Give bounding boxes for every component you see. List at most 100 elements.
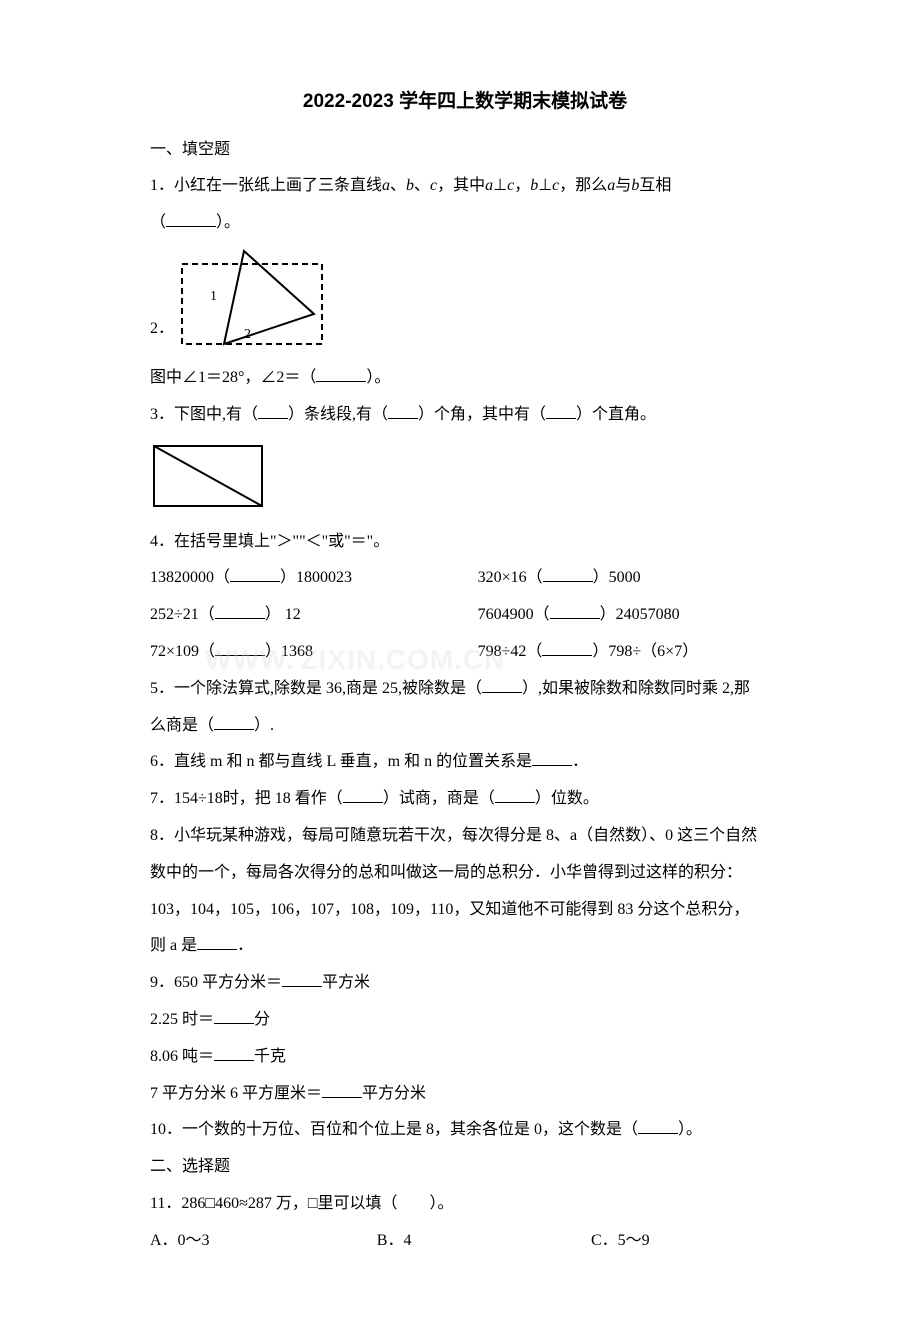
q7-blank1 [343, 786, 383, 803]
q2-blank [316, 365, 366, 382]
q5-a: 5．一个除法算式,除数是 36,商是 25,被除数是（ [150, 680, 482, 697]
q3-blank3 [546, 402, 576, 419]
q9-blank4 [322, 1081, 362, 1098]
q3-line: 3．下图中,有（）条线段,有（）个角，其中有（）个直角。 [150, 397, 780, 434]
q5-c: 么商是（ [150, 717, 214, 734]
q1-blank [166, 210, 216, 227]
q9-l4: 7 平方分米 6 平方厘米＝ 平方分米 [150, 1076, 780, 1113]
q1-var-a: a [382, 177, 390, 194]
q6-b: ． [572, 753, 588, 770]
q2-figure: 1 2 [174, 246, 334, 356]
q7-d: ）位数。 [535, 790, 599, 807]
q4-r1r-b: ）5000 [593, 569, 641, 586]
q4-r2r-b: ）24057080 [600, 606, 680, 623]
q2-cap-a: 图中∠1＝28°，∠2＝（ [150, 369, 316, 386]
q1-perp1: ⊥ [493, 177, 507, 194]
q8-l4: 则 a 是 ． [150, 928, 780, 965]
q8-l1: 8．小华玩某种游戏，每局可随意玩若干次，每次得分是 8、a（自然数）、0 这三个… [150, 818, 780, 855]
q8-l3: 103，104，105，106，107，108，109，110，又知道他不可能得… [150, 892, 780, 929]
q8-l4b: ． [237, 937, 253, 954]
q9-l3a: 8.06 吨＝ [150, 1048, 214, 1065]
q9-blank2 [214, 1007, 254, 1024]
q6-line: 6．直线 m 和 n 都与直线 L 垂直，m 和 n 的位置关系是 ． [150, 744, 780, 781]
q11-options: A．0～3 B．4 C．5～9 [150, 1223, 780, 1260]
q3-blank1 [258, 402, 288, 419]
q9-l4b: 平方分米 [362, 1085, 426, 1102]
q3-blank2 [388, 402, 418, 419]
q4-row3: WWW.ZIXIN.COM.CN 72×109（）1368 798÷42（）79… [150, 634, 780, 671]
q6-blank [532, 749, 572, 766]
q9-l3b: 千克 [254, 1048, 286, 1065]
q8-blank [197, 933, 237, 950]
q1-sep2: 、 [414, 177, 430, 194]
q4-header: 4．在括号里填上"＞""＜"或"＝"。 [150, 524, 780, 561]
q5-b: ）,如果被除数和除数同时乘 2,那 [522, 680, 750, 697]
q2-caption: 图中∠1＝28°，∠2＝（ ）。 [150, 360, 780, 397]
q1-line1: 1．小红在一张纸上画了三条直线a、b、c，其中a⊥c，b⊥c，那么a与b互相 [150, 168, 780, 205]
q11-optC: C．5～9 [591, 1223, 780, 1260]
q5-d: ）. [254, 717, 274, 734]
q9-blank1 [282, 970, 322, 987]
q2-cap-b: ）。 [366, 369, 390, 386]
q4-r1l-b: ）1800023 [280, 569, 352, 586]
q4-r3r-a: 798÷42（ [478, 643, 543, 660]
section-2-header: 二、选择题 [150, 1149, 780, 1186]
q4-r1l-blank [230, 565, 280, 582]
q1-l2-a: （ [150, 214, 166, 231]
q1-text-g: 互相 [639, 177, 671, 194]
q9-l1a: 9．650 平方分米＝ [150, 974, 282, 991]
q3-c: ）个角，其中有（ [418, 406, 546, 423]
q9-l2a: 2.25 时＝ [150, 1011, 214, 1028]
q7-a: 7． [150, 790, 174, 807]
q1-l2-b: ）。 [216, 214, 240, 231]
svg-text:2: 2 [244, 327, 251, 342]
q7-b: 时，把 18 看作（ [223, 790, 343, 807]
q2-row: 2． 1 2 [150, 242, 780, 360]
q4-r1r-a: 320×16（ [478, 569, 543, 586]
q6-a: 6．直线 m 和 n 都与直线 L 垂直，m 和 n 的位置关系是 [150, 753, 532, 770]
section-1-header: 一、填空题 [150, 132, 780, 169]
q10-a: 10．一个数的十万位、百位和个位上是 8，其余各位是 0，这个数是（ [150, 1121, 638, 1138]
q10-blank [638, 1117, 678, 1134]
q9-l1: 9．650 平方分米＝平方米 [150, 965, 780, 1002]
q4-r2r-blank [550, 602, 600, 619]
q11-optB: B．4 [377, 1223, 591, 1260]
q5-line2: 么商是（ ）. [150, 708, 780, 745]
q4-r1r-blank [543, 565, 593, 582]
q3-a: 3．下图中,有（ [150, 406, 258, 423]
q4-r2l-a: 252÷21（ [150, 606, 215, 623]
q3-b: ）条线段,有（ [288, 406, 388, 423]
q9-l2b: 分 [254, 1011, 270, 1028]
q1-perp2: ⊥ [538, 177, 552, 194]
q4-r2l-b: ） 12 [265, 606, 301, 623]
q1-text-e: ，那么 [559, 177, 607, 194]
q4-r1l-a: 13820000（ [150, 569, 230, 586]
q1-sep1: 、 [390, 177, 406, 194]
q4-r3l-blank [215, 639, 265, 656]
q4-r3r-b: ）798÷（6×7） [592, 643, 698, 660]
q9-l4a: 7 平方分米 6 平方厘米＝ [150, 1085, 322, 1102]
q7-line: 7．154÷18时，把 18 看作（ ）试商，商是（ ）位数。 [150, 781, 780, 818]
q4-r2r-a: 7604900（ [478, 606, 550, 623]
q4-r3l-a: 72×109（ [150, 643, 215, 660]
q3-svg [150, 442, 270, 512]
svg-text:1: 1 [210, 289, 217, 304]
q5-blank1 [482, 676, 522, 693]
q1-comma1: ， [514, 177, 530, 194]
q4-r3r-blank [542, 639, 592, 656]
q4-r3l-b: ）1368 [265, 643, 313, 660]
q3-figure [150, 442, 780, 512]
q1-text-b: ，其中 [437, 177, 485, 194]
q1-var-b: b [406, 177, 414, 194]
page-title: 2022-2023 学年四上数学期末模拟试卷 [150, 80, 780, 124]
q10-b: ）。 [678, 1121, 702, 1138]
q8-l2: 数中的一个，每局各次得分的总和叫做这一局的总积分．小华曾得到过这样的积分： [150, 855, 780, 892]
q10-line: 10．一个数的十万位、百位和个位上是 8，其余各位是 0，这个数是（ ）。 [150, 1112, 780, 1149]
q7-expr: 154÷18 [174, 790, 223, 807]
q7-c: ）试商，商是（ [383, 790, 495, 807]
q1-text-a: 1．小红在一张纸上画了三条直线 [150, 177, 382, 194]
q9-l3: 8.06 吨＝ 千克 [150, 1039, 780, 1076]
q9-blank3 [214, 1044, 254, 1061]
q2-svg: 1 2 [174, 246, 334, 356]
q8-l4a: 则 a 是 [150, 937, 197, 954]
